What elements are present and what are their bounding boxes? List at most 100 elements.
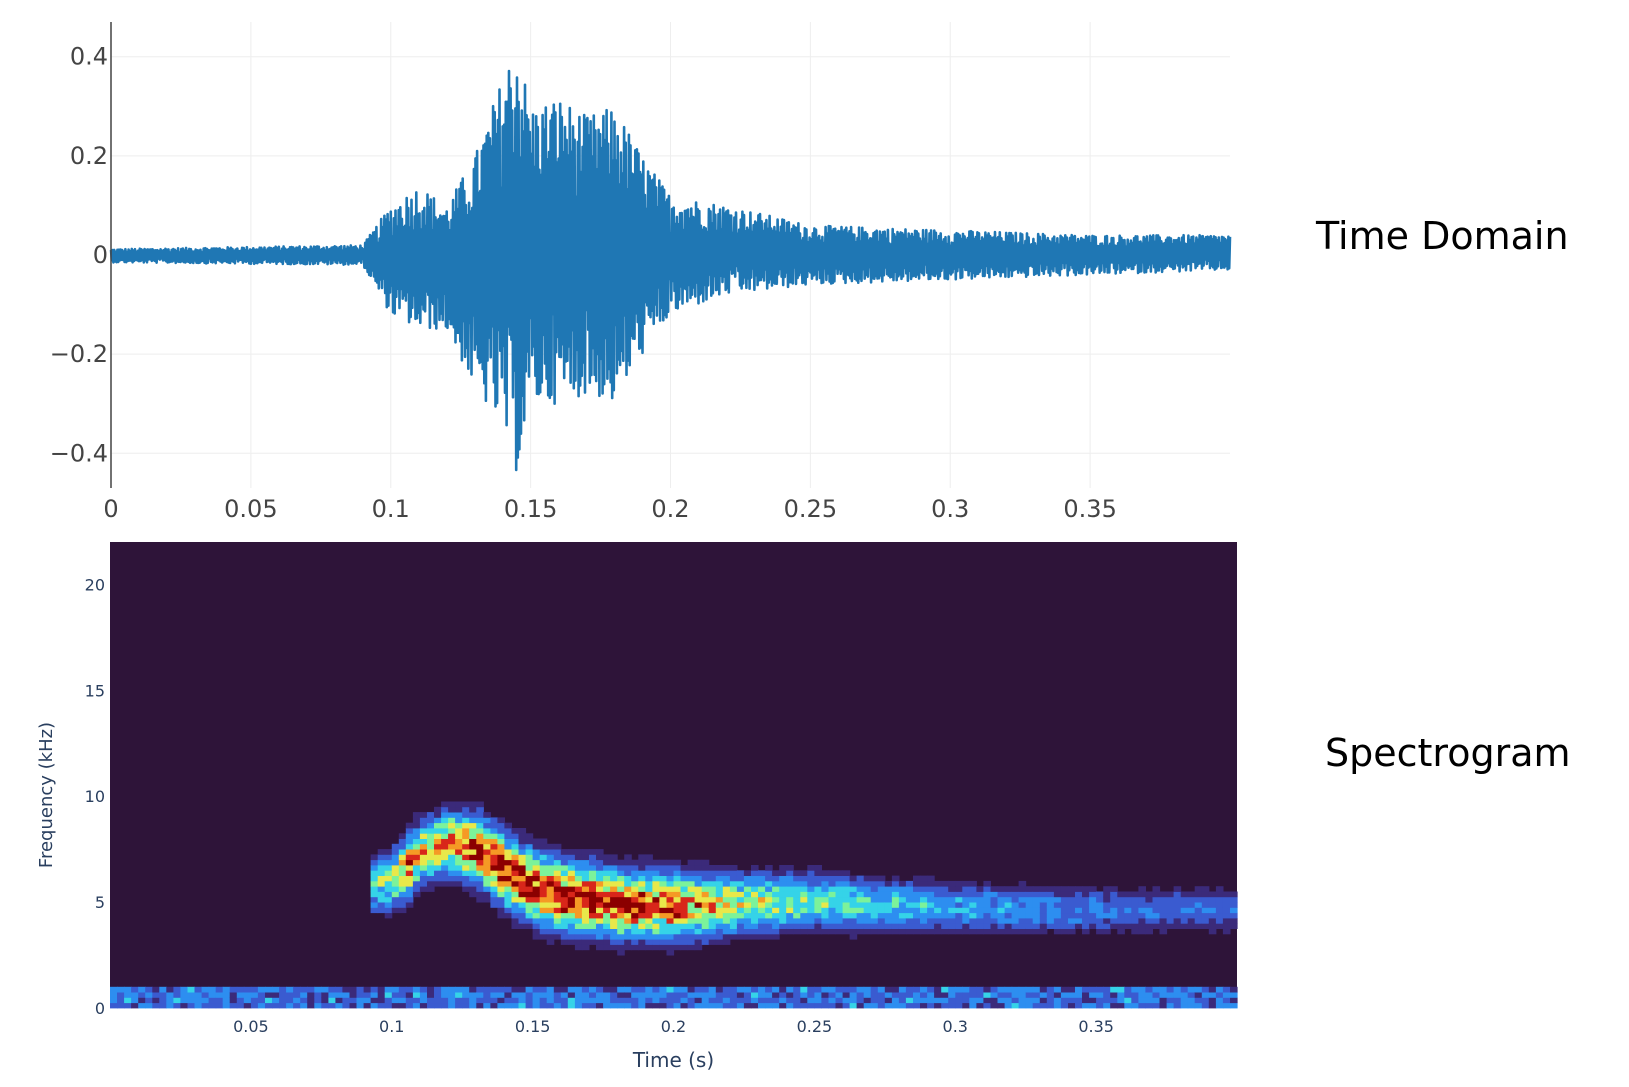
heatmap-cell [842, 870, 851, 876]
heatmap-cell [194, 997, 203, 1004]
heatmap-cell [532, 870, 541, 876]
heatmap-cell [786, 997, 794, 1004]
heatmap-cell [497, 875, 505, 882]
heatmap-cell [715, 986, 724, 993]
heatmap-cell [511, 992, 520, 998]
heatmap-cell [1145, 902, 1153, 908]
heatmap-cell [800, 880, 808, 887]
heatmap-cell [1187, 902, 1196, 908]
heatmap-cell [814, 923, 822, 929]
heatmap-cell [842, 928, 851, 935]
heatmap-cell [751, 928, 759, 935]
heatmap-cell [370, 1002, 379, 1009]
heatmap-cell [666, 902, 675, 908]
heatmap-cell [589, 870, 597, 876]
heatmap-cell [736, 902, 745, 908]
heatmap-cell [476, 886, 484, 892]
heatmap-cell [1173, 886, 1182, 892]
heatmap-cell [758, 912, 766, 919]
heatmap-cell [1011, 902, 1020, 908]
heatmap-cell [729, 907, 738, 914]
heatmap-cell [1046, 923, 1055, 929]
heatmap-cell [532, 843, 541, 850]
heatmap-cell [1194, 923, 1203, 929]
heatmap-cell [1103, 896, 1111, 903]
heatmap-cell [1215, 907, 1224, 914]
heatmap-cell [758, 933, 766, 940]
heatmap-cell [934, 918, 942, 924]
heatmap-cell [1201, 918, 1210, 924]
heatmap-cell [1039, 986, 1048, 993]
heatmap-cell [758, 928, 766, 935]
heatmap-cell [441, 997, 449, 1004]
heatmap-cell [243, 1002, 252, 1009]
heatmap-cell [504, 886, 512, 892]
heatmap-cell [1187, 992, 1196, 998]
heatmap-cell [969, 912, 977, 919]
heatmap-cell [891, 1002, 900, 1009]
heatmap-cell [412, 849, 421, 855]
heatmap-cell [751, 865, 759, 871]
heatmap-cell [208, 997, 217, 1004]
heatmap-cell [581, 918, 590, 924]
heatmap-cell [645, 992, 653, 998]
heatmap-cell [624, 875, 632, 882]
y-tick-label: 15 [85, 681, 105, 700]
heatmap-cell [800, 907, 808, 914]
heatmap-cell [1025, 997, 1034, 1004]
heatmap-cell [842, 880, 851, 887]
heatmap-cell [497, 833, 505, 839]
time-domain-label: Time Domain [1316, 214, 1569, 258]
heatmap-cell [117, 997, 125, 1004]
heatmap-cell [518, 875, 527, 882]
heatmap-cell [603, 886, 611, 892]
heatmap-cell [476, 817, 484, 824]
heatmap-cell [384, 902, 393, 908]
heatmap-cell [955, 992, 963, 998]
heatmap-cell [553, 843, 562, 850]
heatmap-cell [405, 997, 414, 1004]
heatmap-cell [765, 928, 773, 935]
heatmap-cell [448, 828, 456, 834]
heatmap-cell [765, 865, 773, 871]
heatmap-cell [962, 896, 970, 903]
heatmap-cell [638, 854, 646, 861]
heatmap-cell [427, 886, 435, 892]
heatmap-cell [962, 902, 970, 908]
heatmap-cell [370, 992, 379, 998]
heatmap-cell [948, 928, 956, 935]
heatmap-cell [666, 886, 675, 892]
heatmap-cell [1194, 886, 1203, 892]
heatmap-cell [497, 843, 505, 850]
heatmap-cell [877, 886, 886, 892]
heatmap-cell [1124, 923, 1132, 929]
heatmap-cell [645, 865, 653, 871]
heatmap-cell [1124, 1002, 1132, 1009]
heatmap-cell [927, 902, 935, 908]
heatmap-cell [398, 870, 407, 876]
heatmap-cell [828, 992, 837, 998]
heatmap-cell [560, 986, 569, 993]
heatmap-cell [574, 912, 583, 919]
heatmap-cell [490, 902, 498, 908]
heatmap-cell [173, 997, 181, 1004]
heatmap-cell [469, 801, 477, 808]
heatmap-cell [793, 875, 801, 882]
heatmap-cell [631, 939, 639, 945]
heatmap-cell [955, 902, 963, 908]
heatmap-cell [631, 859, 639, 866]
heatmap-cell [905, 923, 914, 929]
heatmap-cell [969, 1002, 977, 1009]
heatmap-cell [581, 912, 590, 919]
heatmap-cell [927, 907, 935, 914]
heatmap-cell [617, 875, 625, 882]
heatmap-cell [596, 886, 604, 892]
heatmap-cell [412, 828, 421, 834]
heatmap-cell [1082, 1002, 1090, 1009]
heatmap-cell [920, 880, 928, 887]
heatmap-cell [877, 918, 886, 924]
heatmap-cell [441, 859, 449, 866]
heatmap-cell [652, 875, 660, 882]
heatmap-cell [1011, 886, 1020, 892]
heatmap-cell [434, 822, 442, 829]
